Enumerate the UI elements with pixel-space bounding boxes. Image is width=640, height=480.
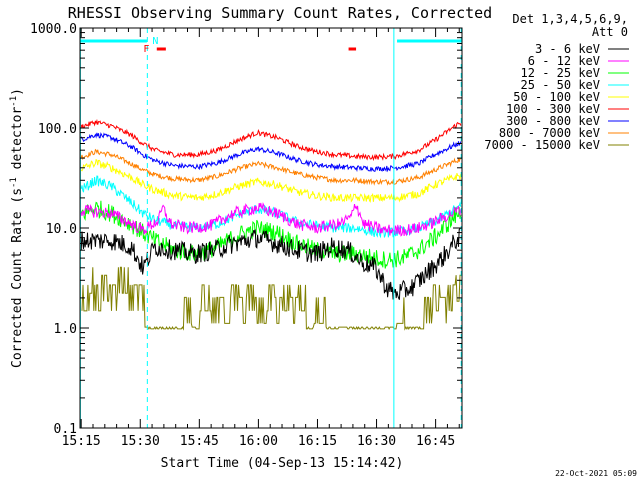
x-axis-label: Start Time (04-Sep-13 15:14:42): [161, 456, 404, 471]
y-tick-label: 0.1: [54, 422, 77, 437]
x-tick-label: 16:45: [416, 434, 455, 449]
legend-label-7: 300 - 800 keV: [506, 114, 600, 128]
x-tick-label: 16:30: [357, 434, 396, 449]
flare-label: F: [143, 44, 149, 55]
axes: 1000.0 100.0 10.0 1.0 0.115:15 15:30 15:45 16:0…: [30, 22, 462, 449]
legend-label-3: 12 - 25 keV: [521, 66, 600, 80]
y-tick-label: 1.0: [54, 322, 77, 337]
y-axis-label-base: Corrected Count Rate (s: [10, 188, 25, 368]
series-line-7: [80, 132, 462, 173]
night-label: N: [152, 36, 158, 47]
y-axis-label-mid: detector: [10, 107, 25, 178]
legend-label-9: 7000 - 15000 keV: [484, 138, 600, 152]
y-axis-label-tail: ): [10, 88, 25, 96]
y-axis-label: Corrected Count Rate (s-1 detector-1): [9, 88, 25, 368]
series-line-8: [80, 148, 462, 186]
plot-area: NF: [79, 28, 462, 428]
y-axis-label-exp2: -1: [9, 96, 19, 107]
y-tick-label: 100.0: [38, 122, 77, 137]
legend-label-8: 800 - 7000 keV: [499, 126, 600, 140]
series-line-6: [80, 118, 462, 162]
legend-label-5: 50 - 100 keV: [513, 90, 600, 104]
series-line-2: [80, 202, 462, 237]
legend-label-6: 100 - 300 keV: [506, 102, 600, 116]
x-tick-label: 15:45: [180, 434, 219, 449]
legend-label-2: 6 - 12 keV: [528, 54, 600, 68]
y-tick-label: 10.0: [46, 222, 77, 237]
y-axis-label-exp: -1: [9, 177, 19, 188]
x-tick-label: 15:30: [121, 434, 160, 449]
series-line-5: [80, 158, 462, 203]
x-tick-label: 16:15: [298, 434, 337, 449]
legend-label-1: 3 - 6 keV: [535, 42, 600, 56]
series-line-9: [81, 266, 461, 331]
footer-date: 22-Oct-2021 05:09: [555, 469, 637, 478]
y-tick-label: 1000.0: [30, 22, 77, 37]
legend-header-line2: Att 0: [592, 25, 628, 39]
x-tick-label: 15:15: [62, 434, 101, 449]
chart-title: RHESSI Observing Summary Count Rates, Co…: [68, 4, 492, 22]
series-line-1: [80, 227, 462, 300]
legend-header-line1: Det 1,3,4,5,6,9,: [512, 12, 628, 26]
series-line-4: [80, 175, 462, 239]
x-tick-label: 16:00: [239, 434, 278, 449]
legend-label-4: 25 - 50 keV: [521, 78, 600, 92]
